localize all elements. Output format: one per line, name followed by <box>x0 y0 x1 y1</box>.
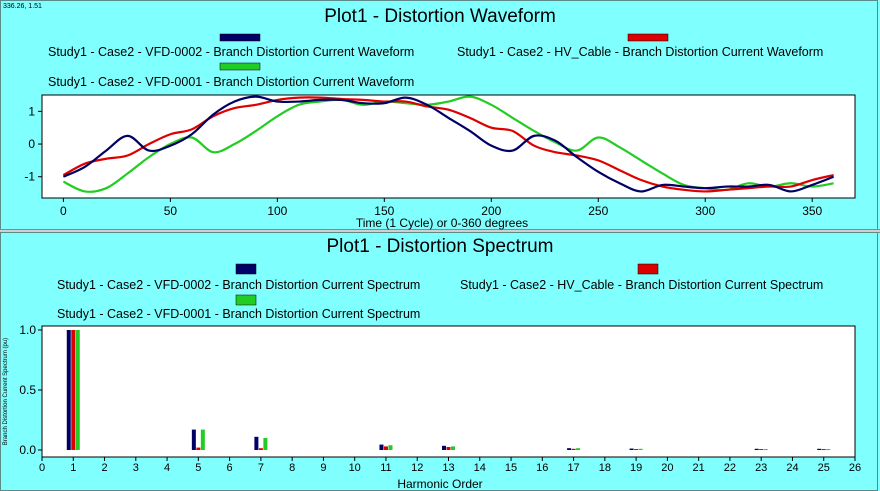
spectrum-x-tick-label: 23 <box>755 462 767 474</box>
spectrum-x-tick-label: 6 <box>227 462 233 474</box>
waveform-series-line-1 <box>62 95 834 193</box>
spectrum-x-tick-label: 22 <box>724 462 736 474</box>
spectrum-x-tick-label: 24 <box>786 462 798 474</box>
spectrum-bar-s2-h7 <box>258 448 263 450</box>
spectrum-x-tick-label: 5 <box>195 462 201 474</box>
spectrum-bar-s3-h17 <box>576 448 581 450</box>
spectrum-x-tick-label: 11 <box>380 462 391 474</box>
spectrum-x-tick-label: 19 <box>630 462 642 474</box>
spectrum-bar-s2-h23 <box>759 449 764 451</box>
legend-label-spectrum-1: Study1 - Case2 - VFD-0002 - Branch Disto… <box>57 278 420 292</box>
spectrum-x-tick-label: 10 <box>349 462 361 474</box>
waveform-x-axis-label: Time (1 Cycle) or 0-360 degrees <box>356 216 528 230</box>
spectrum-x-tick-label: 17 <box>567 462 579 474</box>
spectrum-bar-s1-h19 <box>629 448 634 450</box>
spectrum-bar-s3-h7 <box>263 438 268 450</box>
spectrum-bar-s2-h1 <box>71 330 76 450</box>
spectrum-y-tick-label: 0.5 <box>19 383 36 397</box>
legend-label-spectrum-3: Study1 - Case2 - VFD-0001 - Branch Disto… <box>57 307 420 321</box>
waveform-x-tick-label: 250 <box>588 204 608 218</box>
waveform-series-line-2 <box>62 96 834 193</box>
spectrum-x-tick-label: 18 <box>599 462 611 474</box>
spectrum-x-tick-label: 16 <box>536 462 548 474</box>
spectrum-x-tick-label: 8 <box>289 462 295 474</box>
waveform-x-tick-label: 200 <box>481 204 501 218</box>
spectrum-x-tick-label: 3 <box>133 462 139 474</box>
legend-label-waveform-1: Study1 - Case2 - VFD-0002 - Branch Disto… <box>48 45 414 59</box>
spectrum-y-tick-label: 1.0 <box>19 323 36 337</box>
legend-swatch-waveform-1 <box>219 33 261 42</box>
waveform-plot-area <box>41 94 856 199</box>
spectrum-plot-area <box>41 325 856 458</box>
waveform-title: Plot1 - Distortion Waveform <box>324 6 556 27</box>
spectrum-x-tick-label: 4 <box>164 462 170 474</box>
waveform-y-tick-label: 0 <box>28 137 35 151</box>
spectrum-x-tick-label: 20 <box>661 462 673 474</box>
spectrum-bar-s1-h25 <box>817 448 822 450</box>
waveform-x-tick-label: 50 <box>164 204 178 218</box>
spectrum-bar-s1-h11 <box>379 444 384 450</box>
legend-swatch-waveform-2 <box>627 33 669 42</box>
spectrum-bar-s2-h17 <box>571 448 576 450</box>
spectrum-bar-s3-h5 <box>200 429 205 450</box>
spectrum-bar-s3-h13 <box>451 446 455 450</box>
spectrum-x-tick-label: 9 <box>320 462 326 474</box>
spectrum-x-tick-label: 15 <box>505 462 517 474</box>
legend-label-waveform-2: Study1 - Case2 - HV_Cable - Branch Disto… <box>457 45 823 59</box>
waveform-x-tick-label: 350 <box>802 204 822 218</box>
waveform-y-tick-label: -1 <box>24 170 35 184</box>
spectrum-x-tick-label: 2 <box>101 462 107 474</box>
spectrum-bar-s2-h19 <box>634 449 639 451</box>
spectrum-bar-s3-h19 <box>638 448 643 450</box>
spectrum-bar-s2-h5 <box>196 447 201 450</box>
waveform-x-tick-label: 300 <box>695 204 715 218</box>
spectrum-x-tick-label: 1 <box>70 462 76 474</box>
waveform-x-tick-label: 150 <box>374 204 394 218</box>
spectrum-bar-s1-h23 <box>754 448 759 450</box>
spectrum-bar-s2-h13 <box>446 447 451 450</box>
spectrum-x-tick-label: 21 <box>693 462 705 474</box>
legend-swatch-spectrum-1 <box>235 263 257 275</box>
legend-swatch-spectrum-3 <box>235 294 257 306</box>
spectrum-x-tick-label: 25 <box>818 462 830 474</box>
spectrum-title: Plot1 - Distortion Spectrum <box>326 236 553 257</box>
spectrum-bar-s2-h25 <box>821 449 826 451</box>
spectrum-bar-s1-h7 <box>254 436 259 450</box>
spectrum-x-tick-label: 12 <box>411 462 423 474</box>
spectrum-bar-s1-h17 <box>567 448 572 450</box>
spectrum-bar-s1-h13 <box>442 445 446 450</box>
spectrum-bar-s3-h11 <box>388 445 393 450</box>
legend-swatch-waveform-3 <box>219 62 261 71</box>
spectrum-bar-s2-h11 <box>383 446 388 450</box>
coordinate-readout: 336.26, 1.51 <box>3 3 42 10</box>
spectrum-x-tick-label: 13 <box>442 462 454 474</box>
waveform-x-tick-label: 100 <box>267 204 287 218</box>
spectrum-x-tick-label: 0 <box>39 462 45 474</box>
waveform-x-tick-label: 0 <box>60 204 67 218</box>
spectrum-y-tick-label: 0.0 <box>19 443 36 457</box>
spectrum-bar-s1-h5 <box>191 429 196 450</box>
spectrum-x-tick-label: 7 <box>258 462 264 474</box>
spectrum-bar-s1-h1 <box>66 330 71 450</box>
spectrum-x-tick-label: 26 <box>849 462 861 474</box>
waveform-y-tick-label: 1 <box>28 104 35 118</box>
spectrum-bar-s3-h23 <box>763 449 768 451</box>
spectrum-bar-s3-h25 <box>826 449 831 451</box>
legend-label-spectrum-2: Study1 - Case2 - HV_Cable - Branch Disto… <box>460 278 823 292</box>
spectrum-x-tick-label: 14 <box>474 462 486 474</box>
spectrum-y-axis-label: Branch Distortion Current Spectrum (pu) <box>3 338 9 445</box>
legend-label-waveform-3: Study1 - Case2 - VFD-0001 - Branch Disto… <box>48 75 414 89</box>
spectrum-bar-s3-h1 <box>75 330 80 450</box>
spectrum-x-axis-label: Harmonic Order <box>397 477 482 491</box>
legend-swatch-spectrum-2 <box>637 263 659 275</box>
